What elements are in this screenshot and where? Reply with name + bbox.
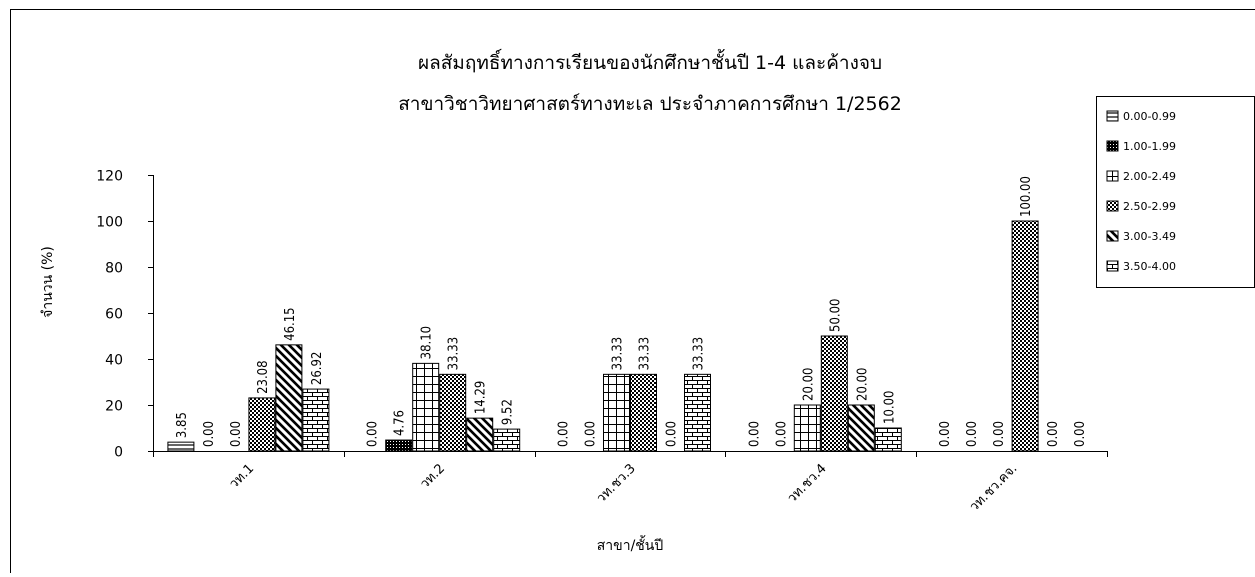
- bar: [604, 374, 630, 451]
- data-label: 14.29: [474, 381, 489, 414]
- data-label: 3.85: [175, 412, 190, 438]
- bar: [386, 440, 412, 451]
- data-label: 0.00: [665, 421, 680, 447]
- data-label: 26.92: [310, 352, 325, 385]
- legend-label: 3.50-4.00: [1123, 260, 1176, 273]
- y-tick-label: 100: [96, 215, 123, 231]
- data-label: 33.33: [447, 337, 462, 370]
- x-axis-label: สาขา/ชั้นปี: [597, 535, 664, 554]
- data-label: 0.00: [1046, 421, 1061, 447]
- legend-swatch: [1107, 171, 1118, 181]
- legend-box: [1097, 97, 1255, 288]
- bar: [413, 363, 439, 451]
- y-axis-label: จำนวน (%): [40, 246, 56, 318]
- bar: [821, 336, 847, 451]
- bar: [875, 428, 901, 451]
- data-label: 33.33: [638, 337, 653, 370]
- legend-label: 1.00-1.99: [1123, 140, 1176, 153]
- bar: [276, 345, 302, 451]
- x-tick-label: วท.ชว.3: [594, 461, 639, 506]
- legend: 0.00-0.99 1.00-1.99 2.00-2.49 2.50-2.99 3.00…: [1097, 97, 1255, 288]
- data-label: 0.00: [584, 421, 599, 447]
- bar: [303, 389, 329, 451]
- data-label: 0.00: [992, 421, 1007, 447]
- bar: [249, 398, 275, 451]
- legend-swatch: [1107, 141, 1118, 151]
- bar: [168, 442, 194, 451]
- bar: [685, 374, 711, 451]
- chart-subtitle: สาขาวิชาวิทยาศาสตร์ทางทะเล ประจำภาคการศึ…: [398, 93, 902, 115]
- legend-swatch: [1107, 261, 1118, 271]
- bars: [168, 221, 1038, 451]
- bar: [440, 374, 466, 451]
- y-tick-label: 20: [105, 399, 123, 415]
- legend-swatch: [1107, 231, 1118, 241]
- x-tick-label: วท.2: [417, 461, 448, 492]
- chart-title: ผลสัมฤทธิ์ทางการเรียนของนักศึกษาชั้นปี 1…: [418, 48, 882, 74]
- y-tick-label: 40: [105, 353, 123, 369]
- data-label: 10.00: [882, 391, 897, 424]
- legend-swatch: [1107, 111, 1118, 121]
- x-tick-label: วท.1: [227, 461, 258, 492]
- legend-item: 1.00-1.99: [1107, 140, 1176, 153]
- legend-label: 3.00-3.49: [1123, 230, 1176, 243]
- data-label: 0.00: [938, 421, 953, 447]
- data-label: 50.00: [828, 299, 843, 332]
- data-label: 33.33: [692, 337, 707, 370]
- legend-item: 0.00-0.99: [1107, 110, 1176, 123]
- x-tick-label: วท.ชว.คจ.: [967, 461, 1021, 515]
- legend-item: 3.50-4.00: [1107, 260, 1176, 273]
- data-label: 46.15: [283, 307, 298, 340]
- data-label: 0.00: [366, 421, 381, 447]
- bar: [848, 405, 874, 451]
- legend-item: 2.50-2.99: [1107, 200, 1176, 213]
- legend-item: 3.00-3.49: [1107, 230, 1176, 243]
- data-label: 0.00: [1073, 421, 1088, 447]
- data-label: 33.33: [611, 337, 626, 370]
- data-label: 0.00: [229, 421, 244, 447]
- bar: [631, 374, 657, 451]
- bar: [494, 429, 520, 451]
- data-label: 0.00: [965, 421, 980, 447]
- data-label: 0.00: [774, 421, 789, 447]
- legend-swatch: [1107, 201, 1118, 211]
- y-axis: 0 20 40 60 80 100 120: [96, 169, 153, 461]
- x-axis: วท.1 วท.2 วท.ชว.3 วท.ชว.4 วท.ชว.คจ.: [153, 451, 1108, 515]
- data-label: 0.00: [747, 421, 762, 447]
- legend-label: 2.00-2.49: [1123, 170, 1176, 183]
- data-label: 0.00: [557, 421, 572, 447]
- data-label: 0.00: [202, 421, 217, 447]
- data-label: 100.00: [1019, 176, 1034, 217]
- x-tick-label: วท.ชว.4: [785, 461, 830, 506]
- y-tick-label: 80: [105, 261, 123, 277]
- bar: [467, 418, 493, 451]
- data-label: 9.52: [501, 399, 516, 425]
- legend-label: 0.00-0.99: [1123, 110, 1176, 123]
- data-label: 4.76: [393, 410, 408, 436]
- y-tick-label: 0: [114, 445, 123, 461]
- legend-label: 2.50-2.99: [1123, 200, 1176, 213]
- y-tick-label: 120: [96, 169, 123, 185]
- bar: [1012, 221, 1038, 451]
- data-label: 20.00: [801, 368, 816, 401]
- data-label: 20.00: [855, 368, 870, 401]
- bar: [794, 405, 820, 451]
- y-tick-label: 60: [105, 307, 123, 323]
- legend-item: 2.00-2.49: [1107, 170, 1176, 183]
- data-label: 38.10: [420, 326, 435, 359]
- data-label: 23.08: [256, 360, 271, 393]
